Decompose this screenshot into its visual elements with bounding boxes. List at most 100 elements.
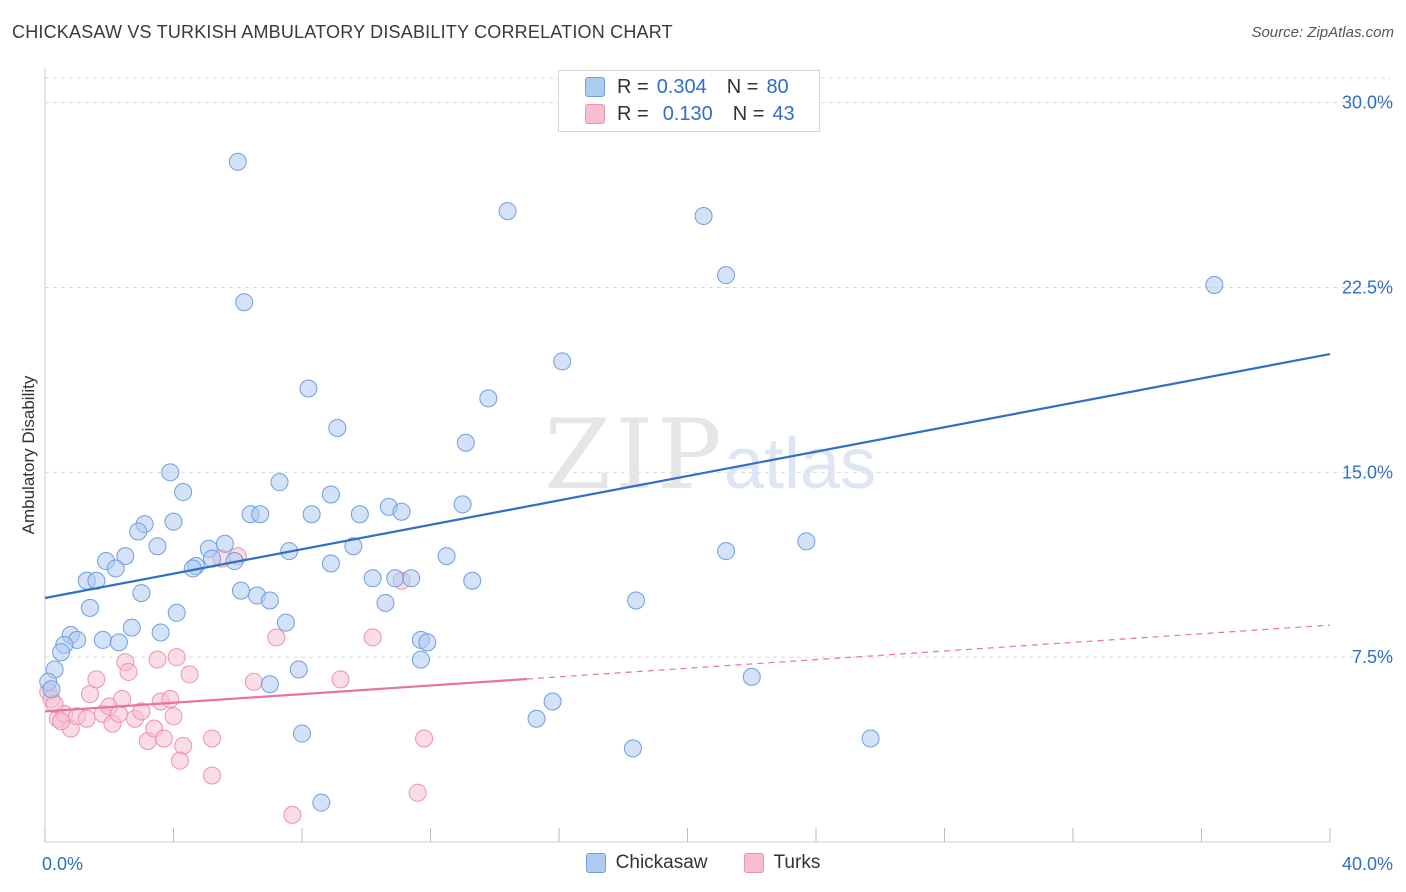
chickasaw-point	[717, 542, 736, 561]
chickasaw-point	[553, 352, 572, 371]
chickasaw-point	[106, 559, 125, 578]
turks-point	[203, 729, 222, 748]
chickasaw-point	[321, 485, 340, 504]
turks-point	[132, 702, 151, 721]
legend-r-label: R =	[617, 75, 649, 98]
chickasaw-point	[1205, 276, 1224, 295]
chickasaw-point	[797, 532, 816, 551]
chickasaw-point	[251, 505, 270, 524]
chickasaw-point	[215, 534, 234, 553]
turks-trendline-dashed	[526, 624, 1331, 680]
chickasaw-point	[80, 598, 99, 617]
grid-layer	[45, 77, 1390, 658]
turks-point	[87, 670, 106, 689]
chickasaw-point	[344, 537, 363, 556]
axis-layer: 7.5% 15.0% 22.5% 30.0% 0.0% 40.0%	[42, 68, 1393, 874]
chickasaw-point	[717, 266, 736, 285]
watermark-zip: ZIP	[544, 399, 725, 511]
source-label: Source: ZipAtlas.com	[1251, 24, 1394, 41]
turks-point	[363, 628, 382, 647]
legend-r-value: 0.304	[656, 75, 707, 98]
chickasaw-trendline	[44, 352, 1331, 600]
chickasaw-point	[402, 569, 421, 588]
legend-swatch-turks	[585, 104, 605, 124]
stats-legend: R = 0.304 N = 80 R = 0.130 N = 43	[558, 70, 820, 132]
chickasaw-point	[392, 502, 411, 521]
chickasaw-point	[498, 202, 517, 221]
chickasaw-point	[363, 569, 382, 588]
legend-n-label: N =	[732, 102, 765, 125]
chickasaw-point	[109, 633, 128, 652]
legend-swatch-chickasaw	[585, 77, 605, 97]
turks-point	[180, 665, 199, 684]
y-tick-label: 15.0%	[1342, 462, 1393, 482]
legend-r-value: 0.130	[662, 102, 713, 125]
chickasaw-point	[527, 709, 546, 728]
chickasaw-point	[437, 547, 456, 566]
x-tick-label: 0.0%	[42, 854, 83, 874]
x-tick-label: 40.0%	[1342, 854, 1393, 874]
turks-trendline-solid	[44, 677, 527, 713]
chickasaw-point	[122, 618, 141, 637]
y-axis-label: Ambulatory Disability	[19, 375, 38, 534]
legend-row-chickasaw: R = 0.304 N = 80	[585, 74, 789, 100]
trend-layer	[44, 352, 1331, 713]
chickasaw-point	[260, 591, 279, 610]
turks-point	[415, 729, 434, 748]
turks-point	[167, 648, 186, 667]
turks-point	[52, 712, 71, 731]
chickasaw-point	[627, 591, 646, 610]
y-tick-label: 7.5%	[1352, 647, 1393, 667]
series-legend-chickasaw: Chickasaw	[585, 852, 708, 874]
legend-n-label: N =	[726, 75, 759, 98]
turks-point	[244, 672, 263, 691]
chickasaw-point	[456, 433, 475, 452]
chickasaw-point	[52, 643, 71, 662]
chickasaw-point	[376, 593, 395, 612]
turks-point	[119, 662, 138, 681]
turks-point	[267, 628, 286, 647]
chickasaw-point	[260, 675, 279, 694]
chickasaw-point	[694, 207, 713, 226]
turks-point	[148, 650, 167, 669]
chickasaw-point	[418, 633, 437, 652]
chickasaw-point	[93, 630, 112, 649]
legend-row-turks: R = 0.130 N = 43	[585, 101, 795, 127]
turks-point	[170, 751, 189, 770]
chickasaw-point	[167, 603, 186, 622]
turks-point	[408, 783, 427, 802]
chickasaw-point	[161, 463, 180, 482]
chickasaw-point	[164, 512, 183, 531]
series-swatch-turks	[743, 853, 764, 873]
chickasaw-point	[453, 495, 472, 514]
series-swatch-chickasaw	[585, 853, 606, 873]
turks-point	[161, 690, 180, 709]
chickasaw-point	[299, 379, 318, 398]
series-label-turks: Turks	[773, 852, 821, 873]
chickasaw-point	[386, 569, 405, 588]
chickasaw-point	[463, 571, 482, 590]
chickasaw-point	[148, 537, 167, 556]
chickasaw-point	[116, 547, 135, 566]
chickasaw-point	[151, 623, 170, 642]
turks-point	[331, 670, 350, 689]
chickasaw-point	[276, 613, 295, 632]
legend-n-value: 80	[766, 75, 789, 98]
turks-point	[154, 729, 173, 748]
chickasaw-point	[302, 505, 321, 524]
chickasaw-point	[543, 692, 562, 711]
legend-r-label: R =	[617, 102, 649, 125]
chickasaw-point	[129, 522, 148, 541]
series-legend: Chickasaw Turks	[0, 852, 1406, 874]
chickasaw-point	[289, 660, 308, 679]
watermark: ZIP atlas	[544, 399, 876, 511]
turks-point	[203, 766, 222, 785]
chickasaw-point	[312, 793, 331, 812]
turks-point	[164, 707, 183, 726]
chickasaw-point	[861, 729, 880, 748]
series-legend-turks: Turks	[743, 852, 821, 874]
chickasaw-point	[174, 483, 193, 502]
chickasaw-point	[350, 505, 369, 524]
turks-point	[283, 805, 302, 824]
chickasaw-point	[328, 418, 347, 437]
